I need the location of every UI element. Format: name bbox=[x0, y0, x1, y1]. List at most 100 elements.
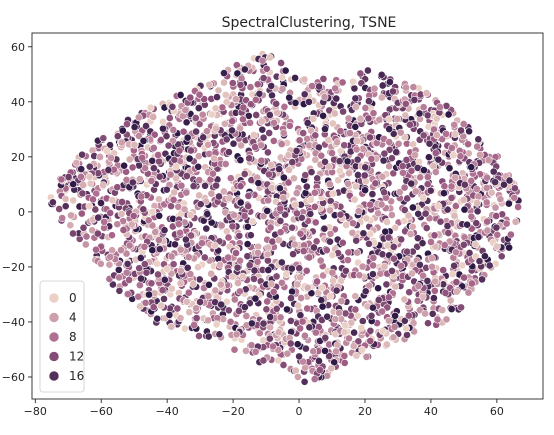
scatter-point bbox=[278, 85, 287, 93]
scatter-point bbox=[292, 147, 301, 155]
scatter-point bbox=[302, 182, 311, 191]
scatter-point bbox=[176, 314, 185, 322]
scatter-point bbox=[366, 230, 375, 238]
scatter-point bbox=[216, 280, 225, 289]
scatter-point bbox=[167, 284, 176, 293]
scatter-point bbox=[374, 284, 382, 293]
scatter-point bbox=[390, 323, 399, 331]
scatter-point bbox=[297, 294, 305, 302]
scatter-point bbox=[473, 207, 482, 216]
scatter-point bbox=[327, 364, 336, 373]
scatter-point bbox=[273, 108, 281, 117]
scatter-point bbox=[377, 200, 386, 209]
scatter-point bbox=[274, 346, 283, 354]
scatter-point bbox=[291, 200, 299, 209]
scatter-point bbox=[280, 102, 289, 111]
legend-frame bbox=[39, 280, 85, 393]
scatter-point bbox=[154, 270, 162, 279]
scatter-point bbox=[296, 229, 305, 238]
scatter-point bbox=[433, 315, 442, 324]
scatter-point bbox=[450, 120, 459, 129]
scatter-point bbox=[282, 270, 291, 278]
scatter-point bbox=[183, 297, 191, 306]
scatter-point bbox=[356, 114, 365, 123]
scatter-point bbox=[269, 342, 277, 351]
scatter-point bbox=[329, 277, 337, 285]
scatter-point bbox=[284, 151, 293, 160]
scatter-point bbox=[230, 345, 239, 354]
scatter-point bbox=[91, 205, 100, 214]
scatter-point bbox=[210, 154, 219, 163]
legend-marker bbox=[48, 312, 60, 323]
scatter-point bbox=[245, 154, 254, 163]
scatter-point bbox=[236, 287, 244, 296]
scatter-point bbox=[252, 111, 261, 119]
scatter-point bbox=[239, 272, 247, 281]
scatter-point bbox=[184, 288, 193, 297]
scatter-point bbox=[402, 324, 410, 333]
scatter-point bbox=[400, 295, 409, 304]
scatter-point bbox=[364, 114, 373, 123]
scatter-point bbox=[351, 94, 360, 103]
scatter-point bbox=[319, 271, 327, 280]
scatter-point bbox=[176, 266, 185, 275]
scatter-point bbox=[104, 166, 113, 174]
scatter-point bbox=[155, 236, 163, 244]
scatter-point bbox=[301, 171, 310, 179]
scatter-point bbox=[366, 326, 375, 335]
scatter-point bbox=[317, 151, 326, 160]
scatter-point bbox=[147, 279, 156, 288]
scatter-point bbox=[137, 274, 145, 283]
scatter-point bbox=[415, 109, 424, 118]
scatter-point bbox=[212, 320, 221, 329]
scatter-point bbox=[138, 153, 147, 162]
scatter-point bbox=[309, 114, 318, 123]
scatter-point bbox=[246, 83, 255, 91]
y-tick-label: 40 bbox=[11, 96, 25, 109]
scatter-point bbox=[397, 262, 405, 270]
scatter-point bbox=[467, 163, 476, 172]
scatter-point bbox=[175, 146, 184, 155]
scatter-point bbox=[172, 162, 181, 171]
scatter-point bbox=[255, 329, 264, 337]
data-points bbox=[47, 50, 523, 386]
scatter-point bbox=[459, 120, 468, 128]
scatter-point bbox=[449, 151, 458, 160]
scatter-point bbox=[148, 156, 157, 165]
scatter-point bbox=[390, 254, 398, 263]
scatter-point bbox=[262, 305, 271, 314]
legend: 0 4 8 12 16 bbox=[39, 280, 85, 393]
scatter-point bbox=[78, 189, 87, 198]
scatter-point bbox=[308, 82, 316, 90]
scatter-point bbox=[349, 77, 357, 86]
scatter-point bbox=[354, 207, 363, 216]
scatter-point bbox=[344, 179, 352, 188]
scatter-point bbox=[114, 266, 123, 274]
scatter-point bbox=[459, 240, 468, 249]
scatter-point bbox=[365, 281, 374, 290]
scatter-point bbox=[481, 252, 489, 261]
scatter-point bbox=[311, 131, 320, 140]
scatter-point bbox=[366, 337, 375, 345]
scatter-point bbox=[361, 104, 370, 112]
scatter-point bbox=[266, 223, 275, 232]
scatter-point bbox=[428, 309, 437, 318]
legend-label: 0 bbox=[69, 291, 77, 305]
scatter-point bbox=[196, 200, 205, 209]
scatter-point bbox=[195, 191, 203, 200]
scatter-point bbox=[484, 156, 493, 165]
scatter-point bbox=[351, 122, 360, 131]
scatter-point bbox=[190, 321, 198, 329]
scatter-point bbox=[233, 69, 242, 78]
scatter-point bbox=[328, 149, 336, 157]
scatter-point bbox=[264, 196, 272, 205]
scatter-point bbox=[123, 290, 132, 298]
scatter-point bbox=[354, 171, 362, 179]
scatter-point bbox=[321, 347, 329, 355]
scatter-point bbox=[278, 278, 286, 287]
scatter-point bbox=[447, 305, 456, 313]
scatter-point bbox=[265, 170, 273, 179]
scatter-point bbox=[313, 277, 321, 286]
legend-marker bbox=[48, 351, 60, 362]
scatter-point bbox=[406, 230, 415, 238]
